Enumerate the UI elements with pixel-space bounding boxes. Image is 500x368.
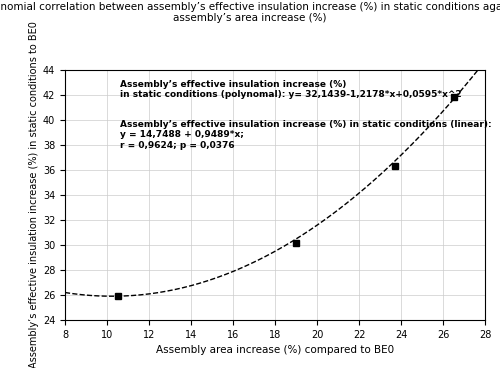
Text: Assembly’s effective insulation increase (%)
in static conditions (polynomal): y: Assembly’s effective insulation increase… [120,80,461,99]
Text: Assembly’s effective insulation increase (%) in static conditions (linear):
y = : Assembly’s effective insulation increase… [120,120,491,150]
X-axis label: Assembly area increase (%) compared to BE0: Assembly area increase (%) compared to B… [156,346,394,355]
Y-axis label: Assembly’s effective insulation increase (%) in static conditions to BE0: Assembly’s effective insulation increase… [28,22,38,368]
Text: Polynomial correlation between assembly’s effective insulation increase (%) in s: Polynomial correlation between assembly’… [0,2,500,24]
